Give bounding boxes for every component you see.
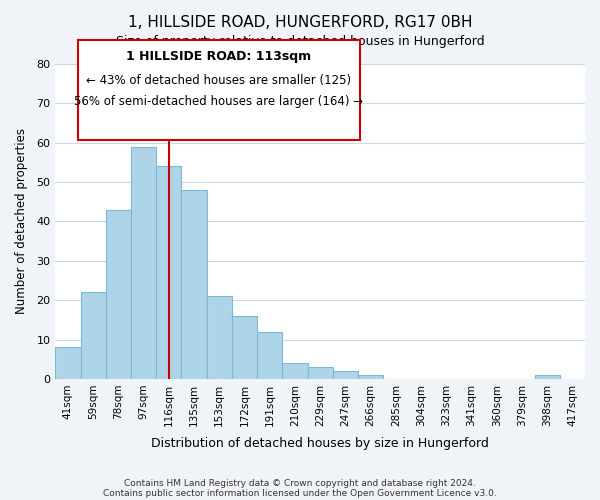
Text: Contains public sector information licensed under the Open Government Licence v3: Contains public sector information licen… xyxy=(103,488,497,498)
Bar xyxy=(131,146,156,379)
Bar xyxy=(80,292,106,379)
Bar xyxy=(106,210,131,379)
Text: Size of property relative to detached houses in Hungerford: Size of property relative to detached ho… xyxy=(116,35,484,48)
Bar xyxy=(308,367,333,379)
Bar xyxy=(156,166,181,379)
Bar xyxy=(535,375,560,379)
Text: 56% of semi-detached houses are larger (164) →: 56% of semi-detached houses are larger (… xyxy=(74,95,364,108)
Bar xyxy=(206,296,232,379)
Bar xyxy=(358,375,383,379)
Text: 1, HILLSIDE ROAD, HUNGERFORD, RG17 0BH: 1, HILLSIDE ROAD, HUNGERFORD, RG17 0BH xyxy=(128,15,472,30)
Bar xyxy=(257,332,283,379)
Text: 1 HILLSIDE ROAD: 113sqm: 1 HILLSIDE ROAD: 113sqm xyxy=(127,50,311,63)
Text: Contains HM Land Registry data © Crown copyright and database right 2024.: Contains HM Land Registry data © Crown c… xyxy=(124,478,476,488)
Bar xyxy=(232,316,257,379)
Bar xyxy=(283,363,308,379)
Bar xyxy=(55,348,80,379)
Bar xyxy=(333,371,358,379)
Y-axis label: Number of detached properties: Number of detached properties xyxy=(15,128,28,314)
X-axis label: Distribution of detached houses by size in Hungerford: Distribution of detached houses by size … xyxy=(151,437,489,450)
Text: ← 43% of detached houses are smaller (125): ← 43% of detached houses are smaller (12… xyxy=(86,74,352,87)
Bar xyxy=(181,190,206,379)
